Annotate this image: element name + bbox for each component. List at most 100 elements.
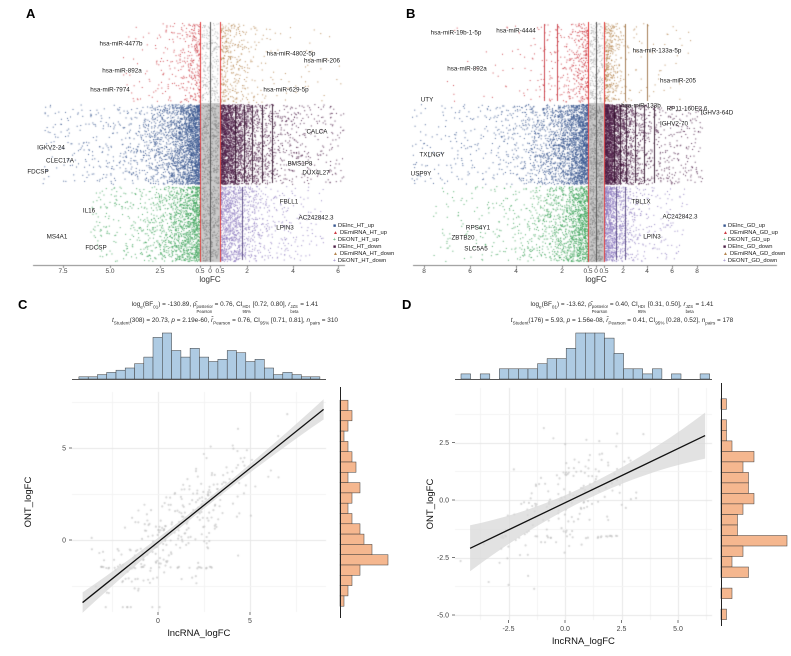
gene-label: hsa-miR-205 <box>659 77 697 85</box>
y-tick-label: 0.0 <box>439 498 449 505</box>
legend-marker-icon: ■ <box>333 223 337 230</box>
right-histogram-bar <box>720 398 727 410</box>
stats-segment: = 2.19e-60, <box>174 316 212 324</box>
stats-segment: r <box>288 301 291 308</box>
top-histogram-bar <box>585 332 596 380</box>
x-tick-label: 2 <box>621 268 625 275</box>
stats-segment: (BF <box>142 301 154 308</box>
top-histogram-bar <box>217 359 228 380</box>
stats-segment: ) = -130.89, <box>158 301 193 308</box>
gene-label: FBLL1 <box>279 198 299 206</box>
y-tick-label: -2.5 <box>437 555 449 562</box>
top-histogram-bar <box>546 358 557 380</box>
top-histogram-bar <box>632 368 643 380</box>
stats-segment: 95% <box>259 319 270 325</box>
right-histogram-bar <box>720 419 727 431</box>
gene-label: RPS4Y1 <box>465 224 491 232</box>
legend-item: ■ DElnc_HT_down <box>333 244 382 251</box>
top-histogram-bar <box>652 368 663 380</box>
gene-label: FDCSP <box>85 244 107 252</box>
gene-label: hsa-miR-19b-1-5p <box>430 29 482 37</box>
legend-item-label: DEONT_HT_down <box>337 258 387 264</box>
stats-line-2: tStudent(176) = 5.93, p = 1.56e-08, r̂Pe… <box>447 315 791 329</box>
legend-marker-icon: + <box>723 237 726 244</box>
x-tick-label: 2.5 <box>155 268 165 275</box>
right-histogram-bar <box>720 545 744 557</box>
top-histogram-bar <box>527 368 538 380</box>
right-histogram-bar <box>339 430 345 442</box>
stats-segment: (308) = 20.73, <box>129 316 172 324</box>
stats-segment: Pearson <box>608 319 626 325</box>
top-histogram-bar <box>143 356 154 380</box>
x-tick-label: 6 <box>336 268 340 275</box>
stats-segment: HDI 95% <box>242 303 251 314</box>
stats-segment: Student <box>512 319 529 325</box>
right-histogram-bar <box>339 420 349 432</box>
right-histogram-bar <box>339 595 345 607</box>
gene-label: IGHV2-70 <box>660 120 688 128</box>
legend-marker-icon: + <box>333 258 336 265</box>
panel-d-letter: D <box>402 297 412 312</box>
gene-label: hsa-miR-206 <box>303 57 341 65</box>
legend-item: ▲ DEmiRNA_HT_down <box>333 251 394 258</box>
top-histogram-bar <box>282 372 293 380</box>
stats-segment: JZS beta <box>290 303 299 314</box>
stats-segment: r̂ <box>606 316 609 324</box>
top-histogram-bar <box>273 374 284 380</box>
gene-label: FDCSP <box>27 168 49 176</box>
x-tick-label: 0 <box>156 618 160 625</box>
y-tick-label: 2.5 <box>439 440 449 447</box>
top-histogram-bar <box>623 368 634 380</box>
panel-b-xaxis-label: logFC <box>585 275 607 284</box>
right-histogram-bar <box>339 451 353 463</box>
top-histogram-bar <box>642 373 653 380</box>
stats-segment: 01 <box>551 304 558 310</box>
top-histogram-bar <box>556 358 567 380</box>
x-tick-label: 2 <box>245 268 249 275</box>
x-tick-label: 2 <box>560 268 564 275</box>
top-histogram-bar <box>87 376 98 380</box>
x-tick-label: 0.5 <box>215 268 225 275</box>
top-histogram-bar <box>264 367 274 380</box>
x-tick-label: 4 <box>514 268 518 275</box>
gene-label: MS4A1 <box>46 233 68 241</box>
stats-segment: ρ̂ <box>192 301 197 308</box>
x-tick-label: 4 <box>291 268 295 275</box>
right-histogram-bar <box>339 585 349 597</box>
top-histogram-bar <box>254 359 265 380</box>
y-tick-label: -5.0 <box>437 613 449 620</box>
gene-label: TXLNGY <box>419 151 445 159</box>
y-tick-label: 0 <box>62 538 66 545</box>
stats-segment: ρ̂ <box>588 301 592 308</box>
top-histogram-bar <box>518 368 529 380</box>
right-histogram-bar <box>720 430 727 442</box>
gene-label: CALCA <box>306 128 328 136</box>
right-histogram-bar <box>720 587 733 599</box>
x-axis-label: lncRNA_logFC <box>168 628 231 639</box>
top-histogram-bar <box>189 348 200 380</box>
right-histogram-bar <box>720 482 749 494</box>
confidence-band <box>82 399 324 613</box>
stats-segment: = 1.41 <box>693 301 714 308</box>
right-histogram-bar <box>720 451 755 463</box>
top-histogram-bar <box>199 356 209 380</box>
stats-segment: = 310 <box>320 316 338 324</box>
stats-segment: pairs <box>310 319 321 325</box>
legend-item-label: DElnc_GD_up <box>728 223 766 229</box>
x-tick-label: 6 <box>468 268 472 275</box>
legend-marker-icon: ■ <box>723 244 727 251</box>
right-histogram-bar <box>339 399 349 411</box>
stats-segment: = 0.41, CI <box>625 316 656 324</box>
x-tick-label: 0.5 <box>583 268 593 275</box>
stats-segment: (BF <box>541 301 552 308</box>
top-histogram-bar <box>594 332 605 380</box>
top-histogram-bar <box>97 374 107 380</box>
gene-label: IL16 <box>82 207 96 215</box>
right-histogram-bar <box>720 535 788 547</box>
top-histogram-bar <box>152 337 163 380</box>
top-histogram-bar <box>301 376 311 380</box>
right-histogram-bar <box>339 502 349 514</box>
top-histogram-bar <box>106 372 117 380</box>
top-histogram-bar <box>180 356 191 380</box>
stats-segment: = 0.76, CI <box>230 316 260 324</box>
